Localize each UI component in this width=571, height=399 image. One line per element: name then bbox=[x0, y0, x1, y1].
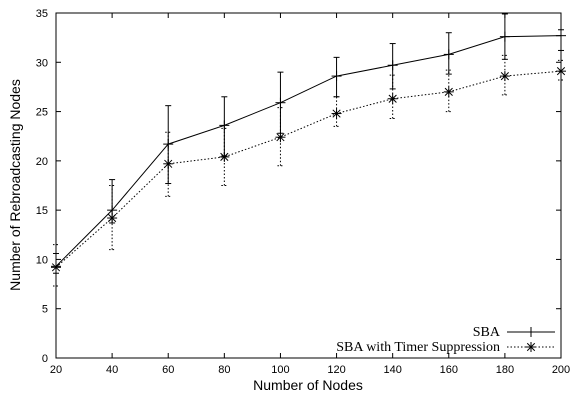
x-tick-label: 20 bbox=[50, 364, 62, 376]
error-bars bbox=[53, 13, 564, 287]
legend-star-marker bbox=[526, 342, 536, 352]
y-tick-label: 25 bbox=[36, 107, 48, 119]
legend-star-marker-d2 bbox=[526, 342, 536, 352]
marker-sba-timer-d2 bbox=[51, 263, 61, 272]
legend-label-sba: SBA bbox=[473, 325, 501, 340]
marker-sba bbox=[219, 120, 230, 131]
marker-sba bbox=[443, 49, 454, 60]
marker-sba bbox=[275, 97, 286, 108]
marker-sba-timer-d2 bbox=[556, 67, 566, 76]
marker-sba-timer-d2 bbox=[388, 94, 397, 103]
marker-sba bbox=[499, 31, 510, 42]
legend-marker-sba-timer bbox=[526, 342, 536, 352]
x-axis-label: Number of Nodes bbox=[253, 377, 363, 393]
legend-marker-sba bbox=[526, 327, 536, 337]
legend-plus-marker bbox=[526, 327, 536, 337]
x-tick-label: 120 bbox=[327, 364, 345, 376]
y-tick-label: 10 bbox=[36, 254, 48, 266]
marker-sba-timer bbox=[499, 71, 510, 82]
legend-label-sba-timer: SBA with Timer Suppression bbox=[336, 340, 500, 355]
marker-sba-timer-d2 bbox=[164, 159, 173, 168]
marker-sba bbox=[556, 30, 566, 41]
marker-sba bbox=[387, 60, 398, 71]
plot-frame bbox=[55, 12, 562, 359]
marker-sba-timer-d2 bbox=[220, 152, 229, 162]
marker-sba bbox=[163, 139, 174, 150]
series-line-sba-timer bbox=[55, 70, 562, 268]
marker-sba-timer bbox=[387, 93, 398, 104]
series-lines bbox=[55, 35, 562, 268]
y-tick-label: 35 bbox=[36, 8, 48, 20]
marker-sba-timer bbox=[51, 262, 61, 273]
marker-sba-timer bbox=[107, 213, 118, 224]
marker-sba-timer bbox=[556, 66, 566, 77]
marker-sba-timer bbox=[275, 132, 286, 143]
y-axis-label: Number of Rebroadcasting Nodes bbox=[7, 79, 23, 291]
y-tick-label: 5 bbox=[42, 304, 48, 316]
marker-sba-timer-d2 bbox=[108, 213, 117, 223]
x-tick-label: 60 bbox=[162, 364, 174, 376]
marker-sba-timer bbox=[331, 108, 342, 119]
marker-sba-timer-d2 bbox=[332, 109, 341, 118]
legend: SBA SBA with Timer Suppression bbox=[336, 325, 555, 355]
marker-sba-timer-d2 bbox=[500, 71, 509, 81]
marker-sba-timer-d2 bbox=[276, 133, 285, 142]
marker-sba-timer bbox=[163, 158, 174, 169]
x-tick-label: 40 bbox=[106, 364, 118, 376]
marker-sba bbox=[331, 71, 342, 82]
x-tick-label: 80 bbox=[218, 364, 230, 376]
series-line-sba bbox=[55, 35, 562, 267]
y-tick-label: 0 bbox=[42, 353, 48, 365]
marker-sba-timer bbox=[219, 151, 230, 162]
y-tick-label: 15 bbox=[36, 205, 48, 217]
marker-sba-timer-d2 bbox=[444, 87, 453, 96]
x-tick-label: 140 bbox=[383, 364, 401, 376]
axis-ticks: 20 40 60 80 100 120 140 160 180 200 0 5 10 15 20 25 30 35 bbox=[36, 8, 570, 376]
x-tick-label: 180 bbox=[496, 364, 514, 376]
x-tick-label: 160 bbox=[440, 364, 458, 376]
series-markers bbox=[51, 30, 566, 273]
y-tick-label: 20 bbox=[36, 156, 48, 168]
marker-sba-timer bbox=[443, 86, 454, 97]
x-tick-label: 200 bbox=[552, 364, 570, 376]
x-tick-label: 100 bbox=[271, 364, 289, 376]
y-tick-label: 30 bbox=[36, 57, 48, 69]
